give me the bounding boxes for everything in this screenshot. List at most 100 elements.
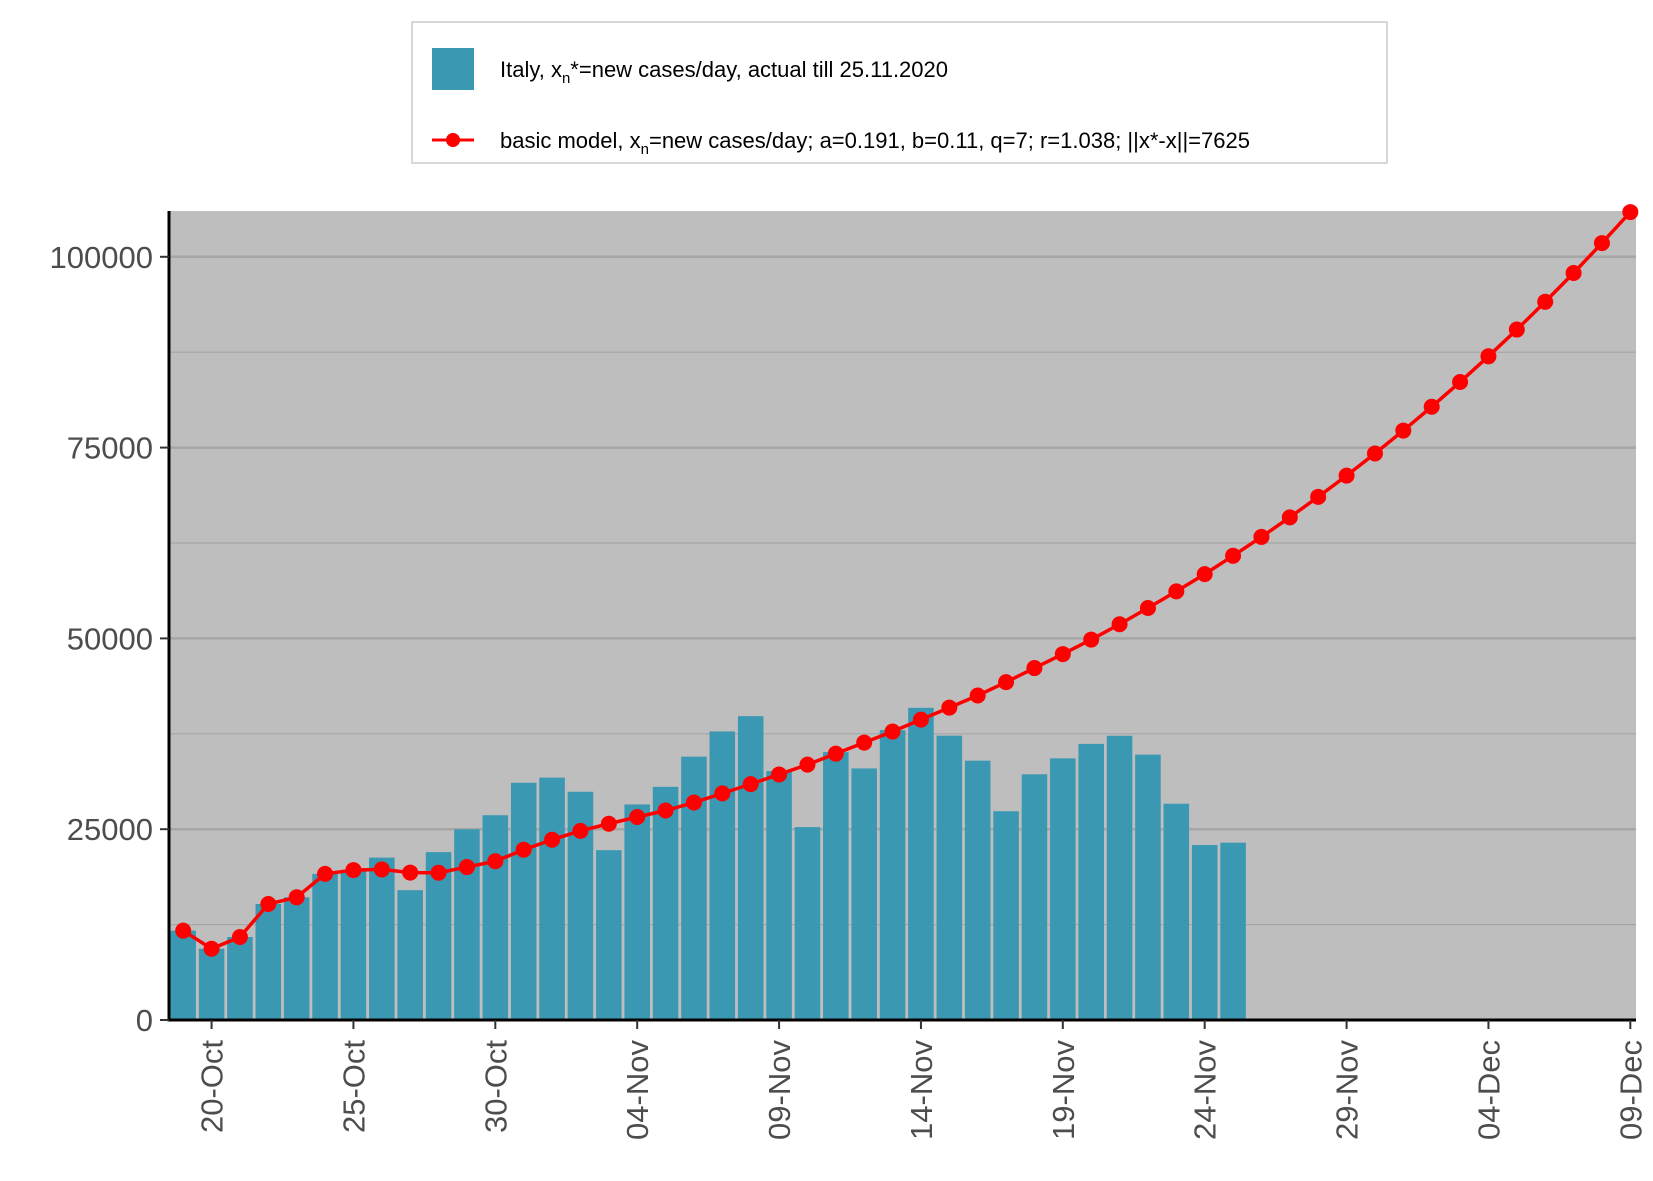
x-tick-label: 04-Dec [1471, 1040, 1506, 1140]
y-tick-label: 0 [136, 1003, 153, 1038]
bar [255, 904, 282, 1020]
bar [482, 815, 509, 1020]
model-line [182, 210, 1632, 951]
model-point [572, 822, 589, 839]
bar [737, 716, 764, 1020]
x-tick-label: 19-Nov [1046, 1040, 1081, 1140]
model-point [1225, 547, 1242, 564]
plot-area: 0 25000 50000 75000 100000 20-Oct 25-Oct 30-Oct… [50, 204, 1648, 1140]
model-point [1310, 488, 1327, 505]
bar [539, 777, 565, 1020]
bar [1163, 803, 1190, 1020]
bar [879, 730, 906, 1020]
bar [312, 873, 338, 1020]
bar [1021, 774, 1048, 1020]
legend-swatch-bars [432, 48, 474, 90]
bar [766, 771, 792, 1020]
x-tick-label: 25-Oct [336, 1040, 371, 1133]
legend-label-bars: Italy, xn*=new cases/day, actual till 25… [500, 57, 948, 87]
model-point [175, 922, 192, 939]
legend-label-model: basic model, xn=new cases/day; a=0.191, … [500, 128, 1250, 158]
bar [936, 735, 963, 1020]
model-point [345, 862, 362, 879]
model-point [771, 766, 788, 783]
bar [993, 811, 1019, 1020]
model-point [1452, 373, 1469, 390]
bar [510, 782, 537, 1020]
bar [1078, 743, 1104, 1020]
x-tick-label: 24-Nov [1188, 1040, 1223, 1140]
model-point [1168, 583, 1185, 600]
bar [652, 786, 679, 1020]
bar [227, 937, 253, 1020]
model-point [373, 861, 390, 878]
model-point [544, 831, 561, 848]
model-point [203, 940, 220, 957]
model-point [657, 802, 674, 819]
x-tick-label: 04-Nov [620, 1040, 655, 1140]
bar [1135, 754, 1161, 1020]
y-tick-label: 75000 [67, 431, 153, 466]
x-tick-label: 29-Nov [1330, 1040, 1365, 1140]
model-point [402, 864, 419, 881]
legend-marker-model [446, 133, 460, 147]
model-point [288, 889, 305, 906]
model-point [458, 859, 475, 876]
bar [964, 760, 991, 1020]
model-point [941, 699, 958, 716]
model-point [1395, 422, 1412, 439]
bar [198, 948, 225, 1020]
model-point [260, 896, 277, 913]
model-point [912, 711, 929, 728]
model-point [1083, 631, 1100, 648]
bar [823, 752, 849, 1020]
legend-box [411, 21, 1388, 164]
model-point [1593, 235, 1610, 252]
model-point [1054, 646, 1071, 663]
model-point [1622, 204, 1639, 221]
bar [454, 829, 480, 1020]
bar [283, 897, 310, 1020]
bar [1050, 758, 1076, 1020]
bar [1106, 735, 1133, 1020]
model-point [1565, 264, 1582, 281]
model-point [1537, 293, 1554, 310]
model-point [629, 809, 646, 826]
model-point [969, 687, 986, 704]
bar [369, 857, 395, 1020]
model-point [1338, 467, 1355, 484]
model-point [856, 734, 873, 751]
model-point [600, 815, 617, 832]
x-tick-label: 20-Oct [195, 1040, 230, 1133]
bar [794, 827, 821, 1020]
bar [596, 850, 622, 1020]
bar [1191, 844, 1218, 1020]
bar [851, 768, 877, 1020]
y-tick-label: 25000 [67, 812, 153, 847]
model-point [827, 745, 844, 762]
bar [170, 930, 196, 1020]
model-point [1480, 348, 1497, 365]
x-tick-label: 30-Oct [478, 1040, 513, 1133]
bar [340, 870, 367, 1020]
model-point [487, 853, 504, 870]
model-point [998, 674, 1015, 691]
model-point [685, 794, 702, 811]
model-point [1253, 528, 1270, 545]
model-point [799, 756, 816, 773]
model-point [1423, 398, 1440, 415]
model-point [317, 865, 334, 882]
x-tick-label: 09-Dec [1613, 1040, 1648, 1140]
x-tick-label: 09-Nov [762, 1040, 797, 1140]
model-point [515, 841, 532, 858]
model-point [1366, 445, 1383, 462]
model-point [1111, 616, 1128, 633]
model-point [884, 723, 901, 740]
bar [709, 731, 736, 1020]
y-tick-label: 100000 [50, 240, 153, 275]
model-point [1026, 660, 1043, 677]
bar [1220, 842, 1246, 1020]
bar [397, 890, 423, 1020]
x-tick-label: 14-Nov [904, 1040, 939, 1140]
